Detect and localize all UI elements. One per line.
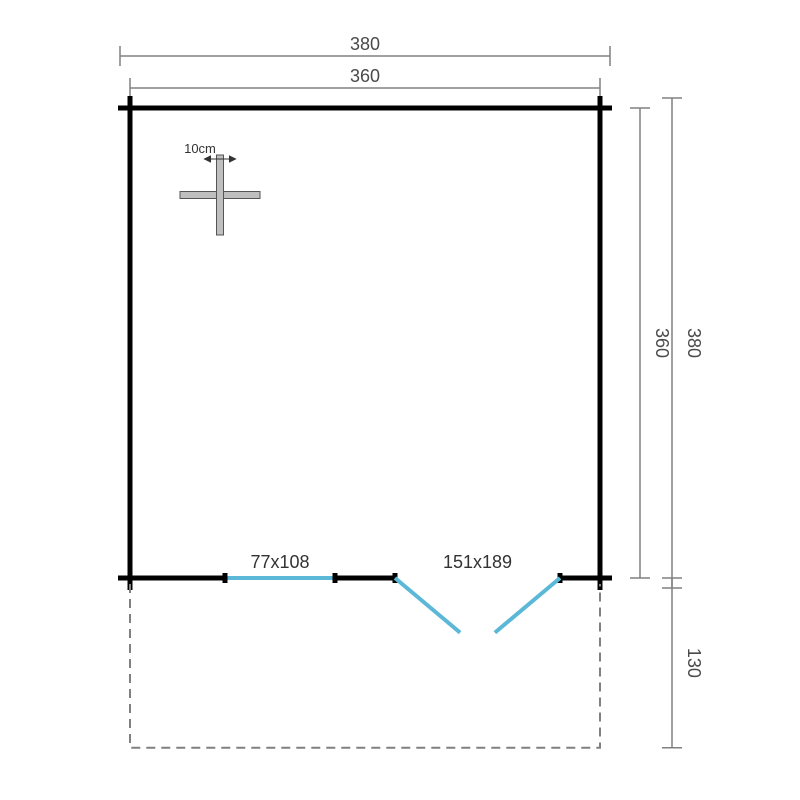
- door-label: 151x189: [443, 552, 512, 572]
- dim-porch: 130: [684, 648, 704, 678]
- dim-right-inner: 360: [652, 328, 672, 358]
- door-leaf-right: [495, 578, 560, 633]
- inset-label: 10cm: [184, 141, 216, 156]
- porch-outline: [130, 584, 600, 748]
- window-label: 77x108: [250, 552, 309, 572]
- door-leaf-left: [395, 578, 460, 633]
- dim-top-outer: 380: [350, 34, 380, 54]
- dim-top-inner: 360: [350, 66, 380, 86]
- dim-right-outer: 380: [684, 328, 704, 358]
